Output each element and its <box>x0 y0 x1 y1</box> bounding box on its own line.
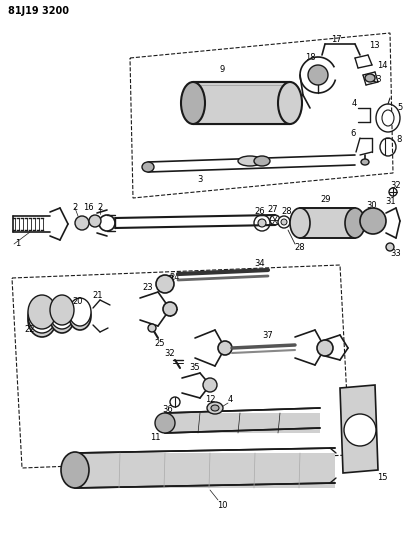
Text: 20: 20 <box>73 297 83 306</box>
Text: 33: 33 <box>391 249 401 259</box>
Text: 1: 1 <box>15 239 21 248</box>
Text: 25: 25 <box>155 338 165 348</box>
Text: 28: 28 <box>282 206 292 215</box>
Text: 21: 21 <box>93 290 103 300</box>
Text: 12: 12 <box>205 394 215 403</box>
Ellipse shape <box>254 156 270 166</box>
Ellipse shape <box>155 413 175 433</box>
Text: 10: 10 <box>217 500 227 510</box>
Text: 19: 19 <box>53 300 63 309</box>
Text: 28: 28 <box>295 244 305 253</box>
Circle shape <box>360 208 386 234</box>
Circle shape <box>163 302 177 316</box>
Text: 29: 29 <box>321 196 331 205</box>
Text: 9: 9 <box>219 66 224 75</box>
Text: 35: 35 <box>190 364 200 373</box>
Ellipse shape <box>156 275 174 293</box>
Text: 11: 11 <box>150 433 160 442</box>
Text: 81J19 3200: 81J19 3200 <box>8 6 69 16</box>
Ellipse shape <box>61 452 89 488</box>
Circle shape <box>386 243 394 251</box>
Ellipse shape <box>290 208 310 238</box>
Text: 27: 27 <box>268 206 278 214</box>
Ellipse shape <box>50 299 74 329</box>
Text: 13: 13 <box>369 41 379 50</box>
Bar <box>300 208 355 238</box>
Ellipse shape <box>207 402 223 414</box>
Ellipse shape <box>365 74 375 82</box>
Text: 15: 15 <box>377 472 387 481</box>
Ellipse shape <box>308 65 328 85</box>
Ellipse shape <box>382 110 394 126</box>
Circle shape <box>148 324 156 332</box>
Ellipse shape <box>281 219 287 225</box>
Circle shape <box>203 378 217 392</box>
Text: 13: 13 <box>371 76 381 85</box>
Text: 34: 34 <box>255 259 265 268</box>
Ellipse shape <box>181 82 205 124</box>
Circle shape <box>99 215 115 231</box>
Ellipse shape <box>28 299 56 333</box>
Bar <box>165 413 320 433</box>
Ellipse shape <box>345 208 365 238</box>
Ellipse shape <box>28 295 56 329</box>
Ellipse shape <box>258 219 266 227</box>
Text: 6: 6 <box>350 128 356 138</box>
Circle shape <box>89 215 101 227</box>
Text: 31: 31 <box>386 197 396 206</box>
Text: 14: 14 <box>377 61 387 69</box>
Text: 36: 36 <box>163 406 173 415</box>
Ellipse shape <box>278 82 302 124</box>
Bar <box>193 82 290 124</box>
Text: 22: 22 <box>25 326 35 335</box>
Text: 18: 18 <box>305 53 315 62</box>
Text: 4: 4 <box>227 394 233 403</box>
Bar <box>75 453 335 488</box>
Text: 32: 32 <box>391 181 401 190</box>
Ellipse shape <box>142 162 154 172</box>
Text: 24: 24 <box>170 273 180 282</box>
Circle shape <box>218 341 232 355</box>
Circle shape <box>344 414 376 446</box>
Ellipse shape <box>69 298 91 326</box>
Ellipse shape <box>50 303 74 333</box>
Ellipse shape <box>211 405 219 411</box>
Text: 5: 5 <box>397 103 403 112</box>
Text: 26: 26 <box>255 207 265 216</box>
Text: 17: 17 <box>331 36 341 44</box>
Circle shape <box>317 340 333 356</box>
Text: 16: 16 <box>83 203 93 212</box>
Ellipse shape <box>238 156 262 166</box>
Text: 30: 30 <box>367 200 377 209</box>
Text: 32: 32 <box>165 349 175 358</box>
Circle shape <box>75 216 89 230</box>
Text: 8: 8 <box>396 135 402 144</box>
Text: 4: 4 <box>351 99 357 108</box>
Ellipse shape <box>28 303 56 337</box>
Text: 37: 37 <box>263 332 273 341</box>
Text: 2: 2 <box>73 204 78 213</box>
Ellipse shape <box>278 216 290 228</box>
Text: 2: 2 <box>98 203 103 212</box>
Polygon shape <box>340 385 378 473</box>
Text: 23: 23 <box>143 282 153 292</box>
Ellipse shape <box>69 302 91 330</box>
Ellipse shape <box>361 159 369 165</box>
Text: 3: 3 <box>197 175 203 184</box>
Ellipse shape <box>50 295 74 325</box>
